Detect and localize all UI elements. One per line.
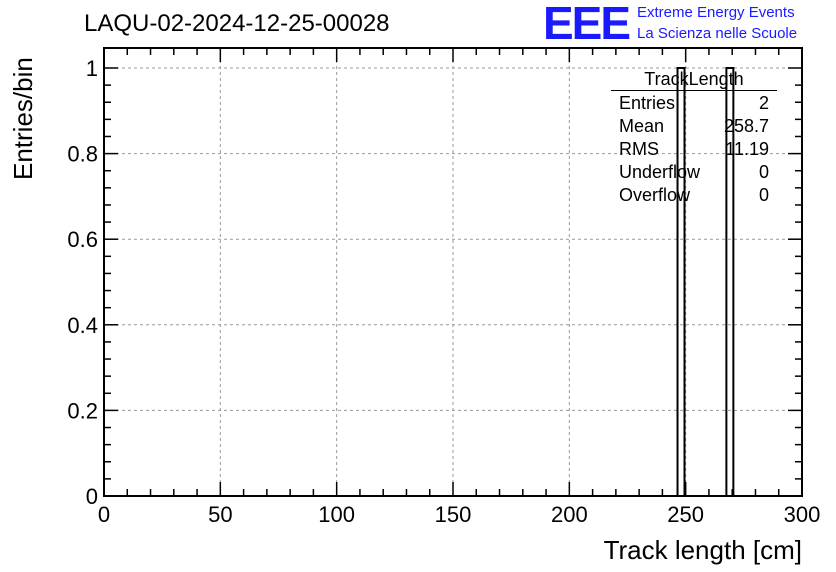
- grid-lines: [104, 48, 802, 496]
- stats-value: 11.19: [725, 139, 769, 159]
- stats-value: 0: [758, 185, 769, 205]
- tick-marks: [103, 48, 803, 497]
- brand-line-1: Extreme Energy Events: [637, 4, 795, 21]
- y-tick-label: 0: [86, 484, 98, 509]
- stats-row-overflow: Overflow 0: [611, 184, 777, 207]
- x-tick-label: 150: [435, 502, 472, 527]
- stats-value: 0: [758, 162, 769, 182]
- stats-row-rms: RMS 11.19: [611, 138, 777, 161]
- stats-label: Underflow: [619, 162, 701, 182]
- x-axis-label: Track length [cm]: [603, 535, 802, 565]
- y-tick-label: 0.8: [67, 142, 98, 167]
- eee-logo: EEE: [543, 0, 631, 49]
- stats-value: 258.7: [723, 116, 769, 136]
- stats-label: Overflow: [619, 185, 691, 205]
- y-tick-label: 0.2: [67, 398, 98, 423]
- y-tick-label: 0.6: [67, 227, 98, 252]
- x-tick-label: 200: [551, 502, 588, 527]
- x-tick-label: 300: [784, 502, 821, 527]
- stats-row-mean: Mean 258.7: [611, 115, 777, 138]
- stats-box: TrackLength Entries 2 Mean 258.7 RMS 11.…: [611, 68, 777, 207]
- y-axis-label: Entries/bin: [8, 57, 38, 180]
- stats-row-entries: Entries 2: [611, 92, 777, 115]
- x-tick-label: 0: [98, 502, 110, 527]
- x-tick-label: 250: [667, 502, 704, 527]
- x-tick-label: 100: [318, 502, 355, 527]
- stats-title: TrackLength: [611, 68, 777, 91]
- brand-line-2: La Scienza nelle Scuole: [637, 25, 798, 42]
- chart-title: LAQU-02-2024-12-25-00028: [84, 10, 390, 37]
- x-tick-label: 50: [208, 502, 232, 527]
- stats-label: Entries: [619, 93, 676, 113]
- stats-value: 2: [758, 93, 769, 113]
- stats-row-underflow: Underflow 0: [611, 161, 777, 184]
- stats-label: Mean: [619, 116, 665, 136]
- stats-label: RMS: [619, 139, 659, 159]
- y-tick-label: 1: [86, 56, 98, 81]
- y-tick-label: 0.4: [67, 313, 98, 338]
